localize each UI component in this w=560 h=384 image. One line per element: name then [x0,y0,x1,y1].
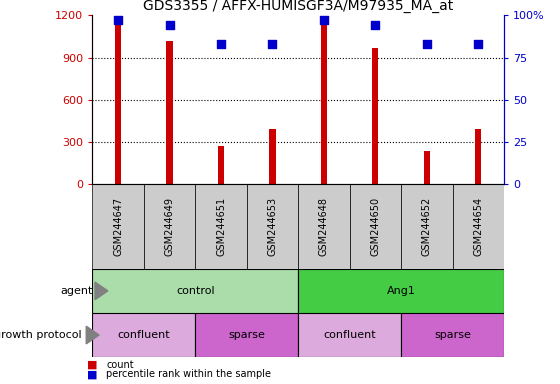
Point [268,41,277,47]
Bar [321,21,327,184]
Bar [218,146,224,184]
Bar [92,184,144,269]
Text: Ang1: Ang1 [386,286,416,296]
Text: ■: ■ [87,369,97,379]
Bar [247,184,298,269]
Text: GSM244651: GSM244651 [216,197,226,256]
Text: GSM244648: GSM244648 [319,197,329,256]
Bar [92,313,195,357]
Bar [475,129,482,184]
Point [422,41,431,47]
Point [114,17,123,23]
Text: growth protocol: growth protocol [0,330,82,340]
Bar [401,313,504,357]
Text: count: count [106,360,134,370]
Point [319,17,328,23]
Text: ■: ■ [87,360,97,370]
Text: confluent: confluent [118,330,170,340]
Point [371,22,380,28]
Bar [92,269,298,313]
Point [474,41,483,47]
Bar [144,184,195,269]
Polygon shape [95,282,108,300]
Bar [298,313,401,357]
Text: confluent: confluent [323,330,376,340]
Text: GSM244652: GSM244652 [422,197,432,256]
Text: GSM244647: GSM244647 [113,197,123,256]
Bar [195,313,298,357]
Bar [166,41,172,184]
Point [165,22,174,28]
Text: sparse: sparse [228,330,265,340]
Bar [298,269,504,313]
Bar [372,48,379,184]
Bar [452,184,504,269]
Text: GSM244649: GSM244649 [165,197,175,256]
Text: GSM244653: GSM244653 [268,197,277,256]
Bar [195,184,247,269]
Bar [269,129,276,184]
Point [217,41,226,47]
Polygon shape [86,326,99,344]
Text: GSM244654: GSM244654 [473,197,483,256]
Bar [115,22,121,184]
Text: percentile rank within the sample: percentile rank within the sample [106,369,272,379]
Bar [424,151,430,184]
Text: agent: agent [60,286,92,296]
Text: control: control [176,286,214,296]
Text: GSM244650: GSM244650 [370,197,380,256]
Bar [401,184,452,269]
Title: GDS3355 / AFFX-HUMISGF3A/M97935_MA_at: GDS3355 / AFFX-HUMISGF3A/M97935_MA_at [143,0,454,13]
Text: sparse: sparse [434,330,471,340]
Bar [298,184,349,269]
Bar [349,184,401,269]
